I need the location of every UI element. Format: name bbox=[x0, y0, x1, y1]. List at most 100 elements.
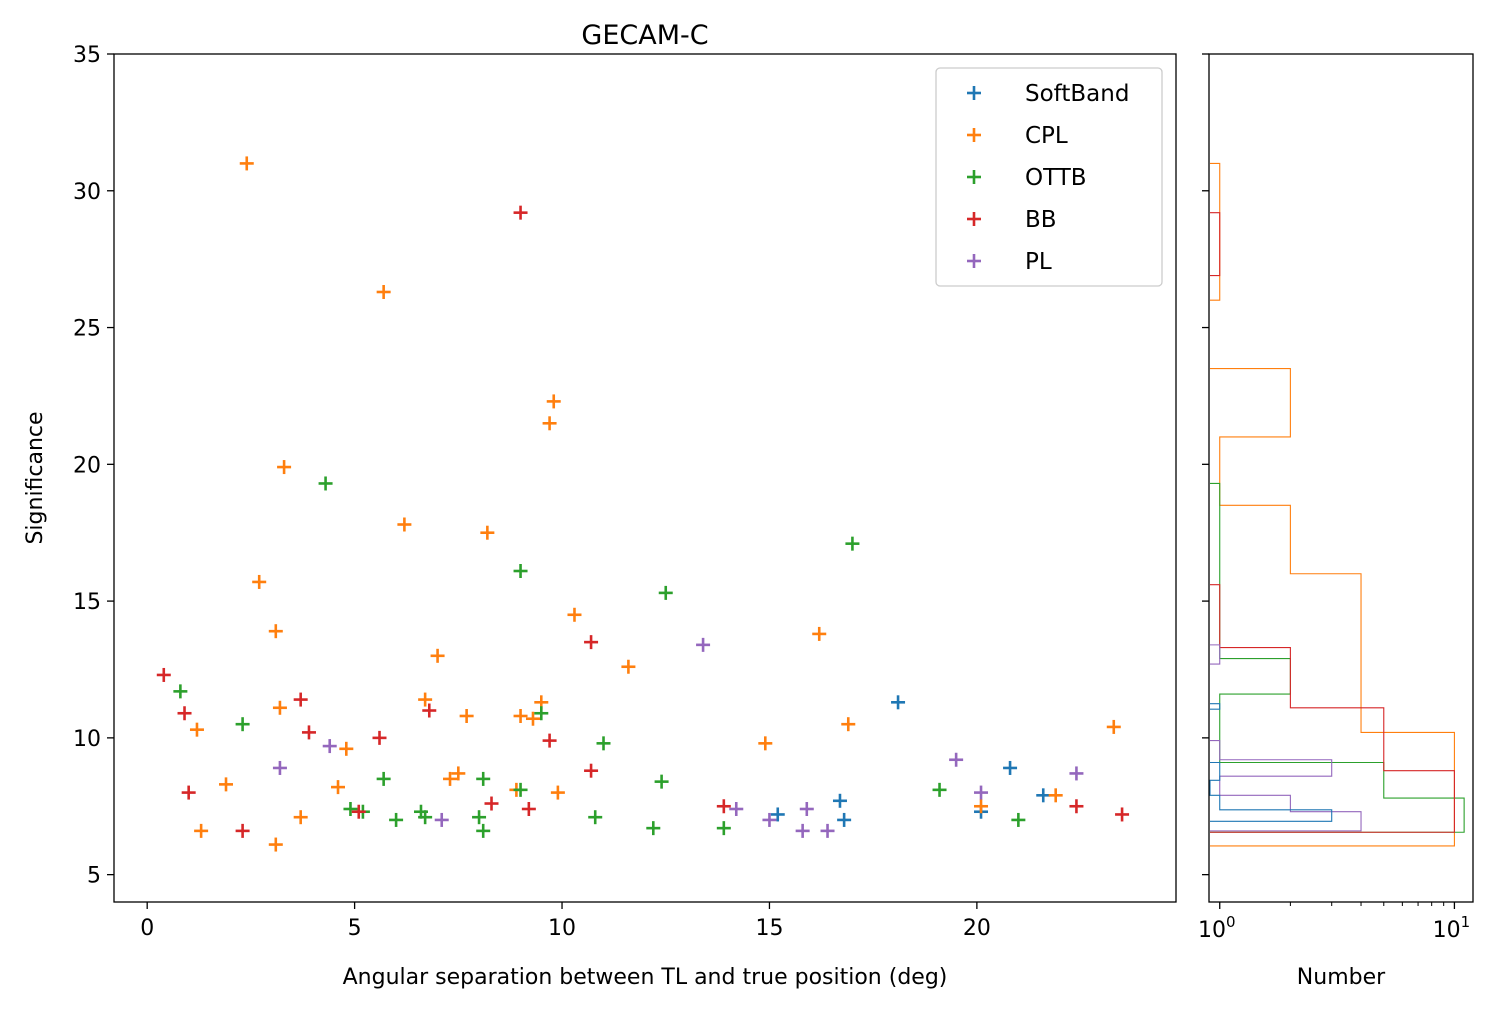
data-point bbox=[716, 799, 731, 814]
series-pl bbox=[272, 637, 1084, 838]
data-point bbox=[372, 730, 387, 745]
data-point bbox=[189, 722, 204, 737]
data-point bbox=[156, 667, 171, 682]
data-point bbox=[1036, 788, 1051, 803]
data-point bbox=[696, 637, 711, 652]
x-axis-ticks: 0 5 10 15 20 bbox=[140, 902, 991, 941]
data-point bbox=[770, 807, 785, 822]
legend-marker bbox=[967, 170, 981, 184]
scatter-plot-frame bbox=[113, 53, 1177, 903]
data-point bbox=[513, 205, 528, 220]
data-point bbox=[430, 648, 445, 663]
data-point bbox=[799, 801, 814, 816]
data-point bbox=[322, 739, 337, 754]
data-point bbox=[646, 821, 661, 836]
data-point bbox=[837, 812, 852, 827]
x-tick-label: 5 bbox=[348, 916, 362, 941]
data-point bbox=[758, 736, 773, 751]
data-point bbox=[272, 700, 287, 715]
legend-entry-ottb: OTTB bbox=[967, 165, 1087, 191]
histogram-marks bbox=[1209, 162, 1465, 847]
data-point bbox=[550, 785, 565, 800]
data-point bbox=[239, 156, 254, 171]
legend-entry-softband: SoftBand bbox=[967, 81, 1129, 107]
data-point bbox=[376, 771, 391, 786]
scatter-plot: 0 5 10 15 20 5 10 15 20 25 30 35 Angular separatio… bbox=[23, 43, 1177, 990]
chart-title: GECAM-C bbox=[581, 20, 708, 51]
histogram-series-bb bbox=[1210, 212, 1455, 833]
y-tick-label: 5 bbox=[87, 864, 101, 889]
histogram-series-softband bbox=[1209, 703, 1333, 822]
data-point bbox=[268, 624, 283, 639]
data-point bbox=[173, 684, 188, 699]
legend-entry-cpl: CPL bbox=[967, 123, 1068, 149]
data-point bbox=[621, 659, 636, 674]
legend: SoftBand CPL OTTB BB PL bbox=[935, 67, 1163, 287]
data-point bbox=[513, 708, 528, 723]
data-point bbox=[459, 708, 474, 723]
legend-label: PL bbox=[1025, 249, 1052, 275]
data-point bbox=[932, 782, 947, 797]
legend-entry-bb: BB bbox=[967, 207, 1057, 233]
data-point bbox=[480, 525, 495, 540]
y-tick-label: 35 bbox=[73, 43, 101, 68]
x-tick-label: 15 bbox=[755, 916, 783, 941]
y-tick-label: 15 bbox=[73, 590, 101, 615]
histogram-y-ticks bbox=[1202, 53, 1209, 876]
data-point bbox=[177, 706, 192, 721]
histogram-x-tick-label: 101 bbox=[1433, 913, 1471, 943]
data-point bbox=[376, 284, 391, 299]
data-point bbox=[343, 801, 358, 816]
data-point bbox=[588, 810, 603, 825]
data-point bbox=[451, 766, 466, 781]
data-point bbox=[434, 812, 449, 827]
data-point bbox=[795, 823, 810, 838]
histogram-step bbox=[1210, 368, 1455, 847]
data-point bbox=[513, 564, 528, 579]
x-tick-label: 0 bbox=[140, 916, 154, 941]
data-point bbox=[974, 785, 989, 800]
data-point bbox=[422, 703, 437, 718]
y-axis-ticks: 5 10 15 20 25 30 35 bbox=[73, 43, 114, 889]
legend-marker bbox=[967, 128, 981, 142]
data-point bbox=[331, 780, 346, 795]
legend-label: OTTB bbox=[1025, 165, 1087, 191]
data-point bbox=[1003, 760, 1018, 775]
x-tick-label: 10 bbox=[548, 916, 576, 941]
data-point bbox=[542, 733, 557, 748]
x-axis-label: Angular separation between TL and true p… bbox=[343, 965, 948, 990]
data-point bbox=[832, 793, 847, 808]
histogram-frame bbox=[1208, 53, 1474, 903]
data-point bbox=[484, 796, 499, 811]
legend-entry-pl: PL bbox=[967, 249, 1052, 275]
data-point bbox=[845, 536, 860, 551]
data-point bbox=[418, 692, 433, 707]
data-point bbox=[812, 626, 827, 641]
legend-marker bbox=[967, 254, 981, 268]
data-point bbox=[567, 607, 582, 622]
data-point bbox=[397, 517, 412, 532]
y-tick-label: 25 bbox=[73, 317, 101, 342]
data-point bbox=[318, 476, 333, 491]
y-axis-label: Significance bbox=[23, 411, 48, 544]
data-point bbox=[762, 812, 777, 827]
data-point bbox=[820, 823, 835, 838]
scatter-marks bbox=[156, 156, 1130, 852]
data-point bbox=[418, 810, 433, 825]
data-point bbox=[301, 725, 316, 740]
data-point bbox=[949, 752, 964, 767]
data-point bbox=[716, 821, 731, 836]
data-point bbox=[194, 823, 209, 838]
legend-label: CPL bbox=[1025, 123, 1068, 149]
data-point bbox=[513, 782, 528, 797]
y-tick-label: 10 bbox=[73, 727, 101, 752]
data-point bbox=[339, 741, 354, 756]
data-point bbox=[272, 760, 287, 775]
data-point bbox=[1069, 799, 1084, 814]
data-point bbox=[534, 706, 549, 721]
data-point bbox=[525, 711, 540, 726]
data-point bbox=[235, 823, 250, 838]
data-point bbox=[472, 810, 487, 825]
data-point bbox=[546, 394, 561, 409]
